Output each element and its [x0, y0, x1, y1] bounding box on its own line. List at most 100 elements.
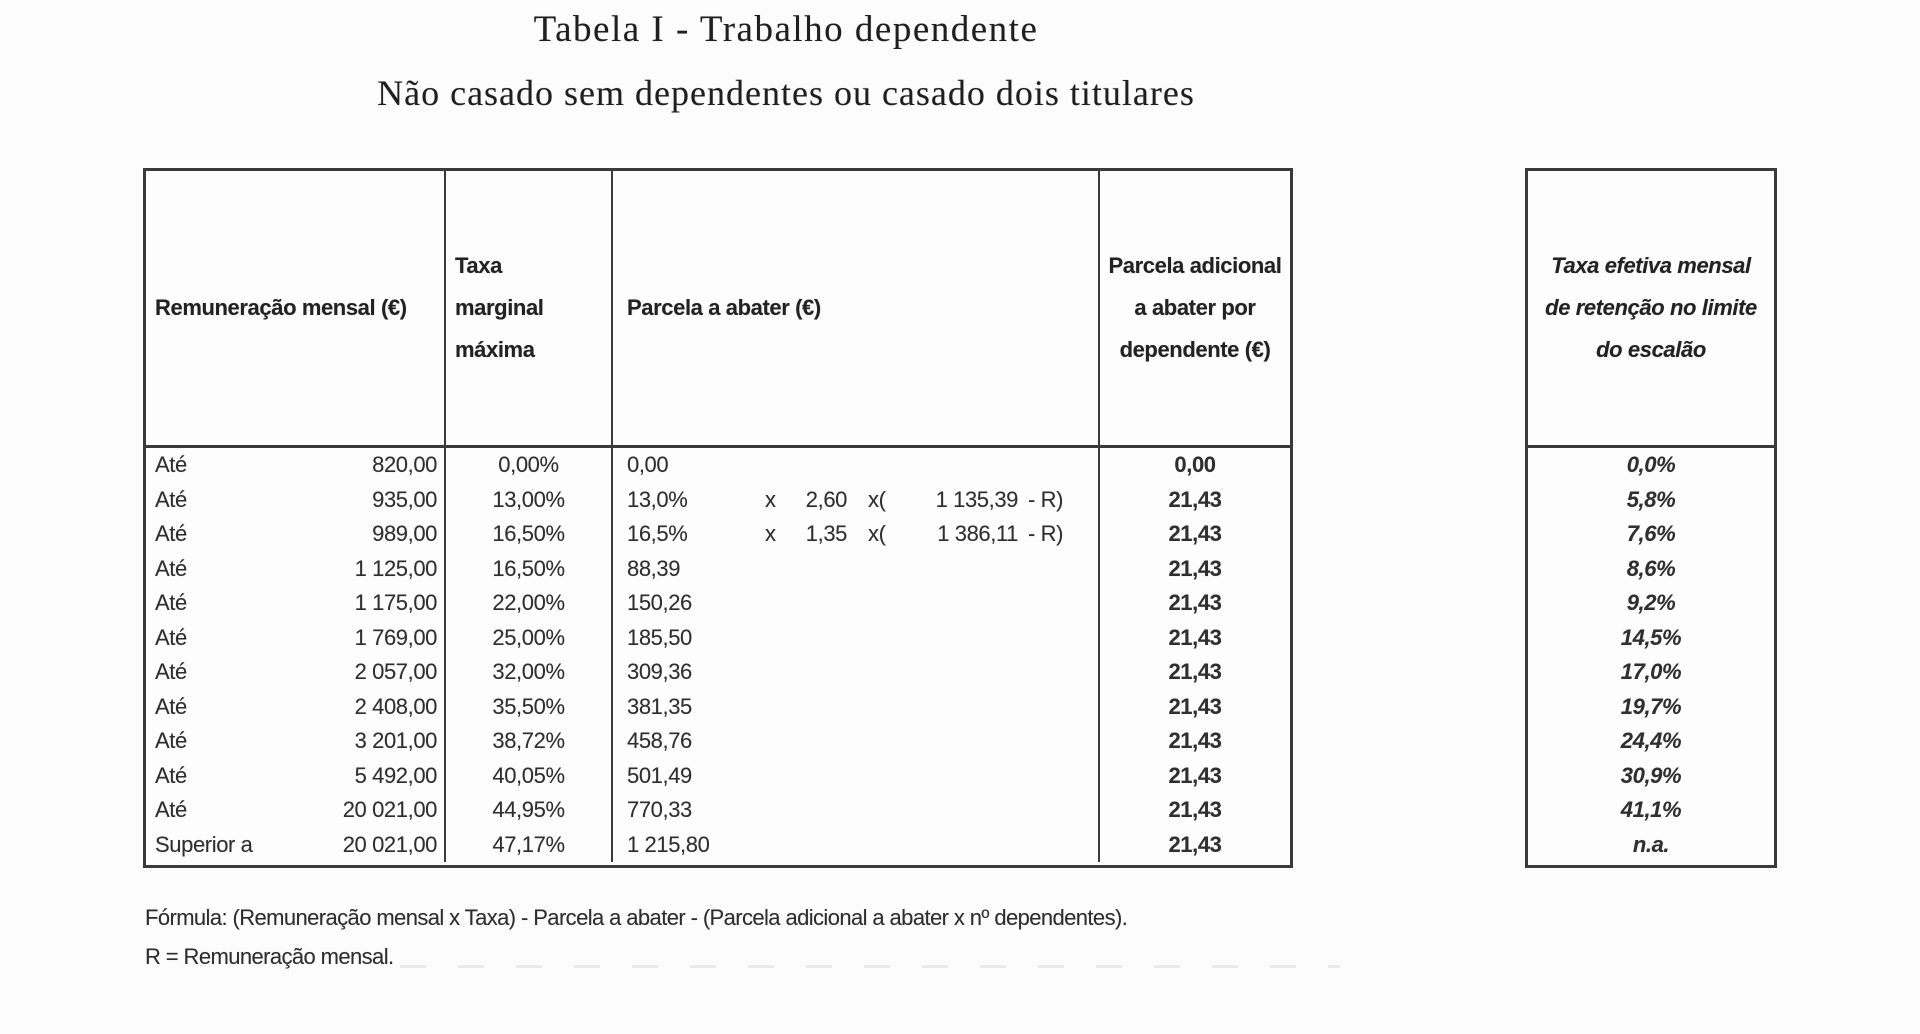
header-remuneracao-label: Remuneração mensal (€)	[155, 295, 407, 320]
dependent-deduction-value: 0,00	[1174, 452, 1216, 478]
parcela-factor: 2,60	[805, 486, 848, 512]
marginal-rate-value: 32,00%	[492, 659, 565, 685]
bracket-limit: 820,00	[372, 452, 437, 478]
marginal-rate-cell: 25,00%	[446, 620, 613, 655]
effective-rate-value: 30,9%	[1620, 762, 1682, 788]
marginal-rate-value: 44,95%	[492, 797, 565, 823]
parcela-value: 16,5%	[627, 521, 688, 547]
effective-rate-value: 9,2%	[1626, 590, 1676, 616]
parcela-open-paren: x(	[868, 486, 886, 512]
parcela-multiply-sign: x	[765, 521, 776, 547]
marginal-rate-cell: 0,00%	[446, 448, 613, 483]
marginal-rate-cell: 40,05%	[446, 758, 613, 793]
parcela-cell: 0,00	[613, 448, 1100, 483]
effective-rate-value: 17,0%	[1620, 659, 1682, 685]
table-row: Até 2 408,00 35,50% 381,35 21,43	[146, 689, 1290, 725]
bracket-cell: Até 935,00	[146, 482, 446, 517]
dependent-deduction-cell: 21,43	[1100, 828, 1290, 863]
header-parcela-abater: Parcela a abater (€)	[613, 171, 1100, 445]
effective-rate-value: 19,7%	[1620, 693, 1682, 719]
dependent-deduction-cell: 21,43	[1100, 586, 1290, 621]
bracket-prefix: Até	[155, 728, 187, 754]
effective-rate-value: 41,1%	[1620, 797, 1682, 823]
bracket-limit: 3 201,00	[354, 728, 438, 754]
marginal-rate-value: 47,17%	[492, 831, 565, 857]
dependent-deduction-cell: 21,43	[1100, 655, 1290, 690]
bracket-prefix: Até	[155, 486, 187, 512]
effective-rate-row: 0,0%	[1528, 448, 1774, 483]
header-adicional-line1: Parcela adicional	[1108, 253, 1282, 278]
marginal-rate-cell: 47,17%	[446, 827, 613, 862]
effective-rate-row: 9,2%	[1528, 586, 1774, 621]
dependent-deduction-value: 21,43	[1168, 693, 1222, 719]
dependent-deduction-cell: 21,43	[1100, 793, 1290, 828]
dependent-deduction-value: 21,43	[1168, 831, 1222, 857]
parcela-cell: 13,0% x 2,60 x( 1 135,39 - R)	[613, 482, 1100, 517]
table-row: Até 3 201,00 38,72% 458,76 21,43	[146, 724, 1290, 759]
effective-rate-row: 24,4%	[1528, 724, 1774, 759]
marginal-rate-value: 13,00%	[492, 486, 565, 512]
bracket-limit: 935,00	[372, 486, 437, 512]
bracket-limit: 1 125,00	[354, 555, 438, 581]
effective-rate-table: Taxa efetiva mensal de retenção no limit…	[1525, 168, 1777, 868]
bracket-prefix: Até	[155, 762, 187, 788]
marginal-rate-value: 40,05%	[492, 762, 565, 788]
main-table-body: Até 820,00 0,00% 0,00 0,00	[146, 448, 1290, 862]
header-parcela-adicional: Parcela adicional a abater por dependent…	[1100, 171, 1290, 445]
parcela-value: 1 215,80	[627, 831, 710, 857]
formula-note: Fórmula: (Remuneração mensal x Taxa) - P…	[145, 905, 1128, 930]
parcela-minus-r: - R)	[1028, 521, 1064, 547]
effective-rate-row: 41,1%	[1528, 793, 1774, 828]
effective-rate-value: 5,8%	[1626, 486, 1676, 512]
dependent-deduction-cell: 0,00	[1100, 448, 1290, 483]
bracket-cell: Até 2 057,00	[146, 655, 446, 690]
header-taxa-line2: marginal	[455, 295, 544, 320]
marginal-rate-cell: 13,00%	[446, 482, 613, 517]
bracket-prefix: Superior a	[155, 831, 253, 857]
bracket-prefix: Até	[155, 452, 187, 478]
dependent-deduction-cell: 21,43	[1100, 621, 1290, 656]
effective-rate-row: 7,6%	[1528, 517, 1774, 552]
marginal-rate-cell: 35,50%	[446, 689, 613, 724]
dependent-deduction-cell: 21,43	[1100, 690, 1290, 725]
marginal-rate-value: 38,72%	[492, 728, 565, 754]
effective-rate-row: 14,5%	[1528, 621, 1774, 656]
marginal-rate-value: 0,00%	[498, 452, 559, 478]
parcela-cell: 16,5% x 1,35 x( 1 386,11 - R)	[613, 517, 1100, 552]
table-row: Até 989,00 16,50% 16,5% x 1,35 x( 1 386,…	[146, 517, 1290, 552]
bracket-limit: 20 021,00	[342, 831, 438, 857]
marginal-rate-value: 35,50%	[492, 693, 565, 719]
bracket-cell: Até 989,00	[146, 517, 446, 552]
bracket-prefix: Até	[155, 659, 187, 685]
effective-rate-row: 5,8%	[1528, 483, 1774, 518]
effective-rate-value: 7,6%	[1626, 521, 1676, 547]
effective-rate-row: 8,6%	[1528, 552, 1774, 587]
bracket-limit: 989,00	[372, 521, 437, 547]
parcela-cell: 381,35	[613, 689, 1100, 724]
main-table-header: Remuneração mensal (€) Taxa marginal máx…	[146, 171, 1290, 448]
header-remuneracao: Remuneração mensal (€)	[146, 171, 446, 445]
bracket-limit: 5 492,00	[354, 762, 438, 788]
scan-artifact-line	[400, 965, 1340, 968]
parcela-multiply-sign: x	[765, 486, 776, 512]
parcela-cell: 88,39	[613, 551, 1100, 586]
dependent-deduction-value: 21,43	[1168, 728, 1222, 754]
header-taxa-line1: Taxa	[455, 253, 502, 278]
dependent-deduction-cell: 21,43	[1100, 483, 1290, 518]
dependent-deduction-value: 21,43	[1168, 555, 1222, 581]
bracket-cell: Até 3 201,00	[146, 724, 446, 759]
bracket-limit: 2 408,00	[354, 693, 438, 719]
table-row: Até 1 125,00 16,50% 88,39 21,43	[146, 551, 1290, 586]
header-taxa-marginal: Taxa marginal máxima	[446, 171, 613, 445]
parcela-cell: 770,33	[613, 793, 1100, 828]
parcela-cell: 458,76	[613, 724, 1100, 759]
header-efetiva-line1: Taxa efetiva mensal	[1551, 253, 1751, 278]
bracket-cell: Até 5 492,00	[146, 758, 446, 793]
dependent-deduction-cell: 21,43	[1100, 724, 1290, 759]
marginal-rate-value: 22,00%	[492, 590, 565, 616]
bracket-limit: 20 021,00	[342, 797, 438, 823]
parcela-value: 381,35	[627, 693, 692, 719]
header-adicional-line2: a abater por	[1134, 295, 1256, 320]
marginal-rate-value: 16,50%	[492, 555, 565, 581]
dependent-deduction-cell: 21,43	[1100, 759, 1290, 794]
